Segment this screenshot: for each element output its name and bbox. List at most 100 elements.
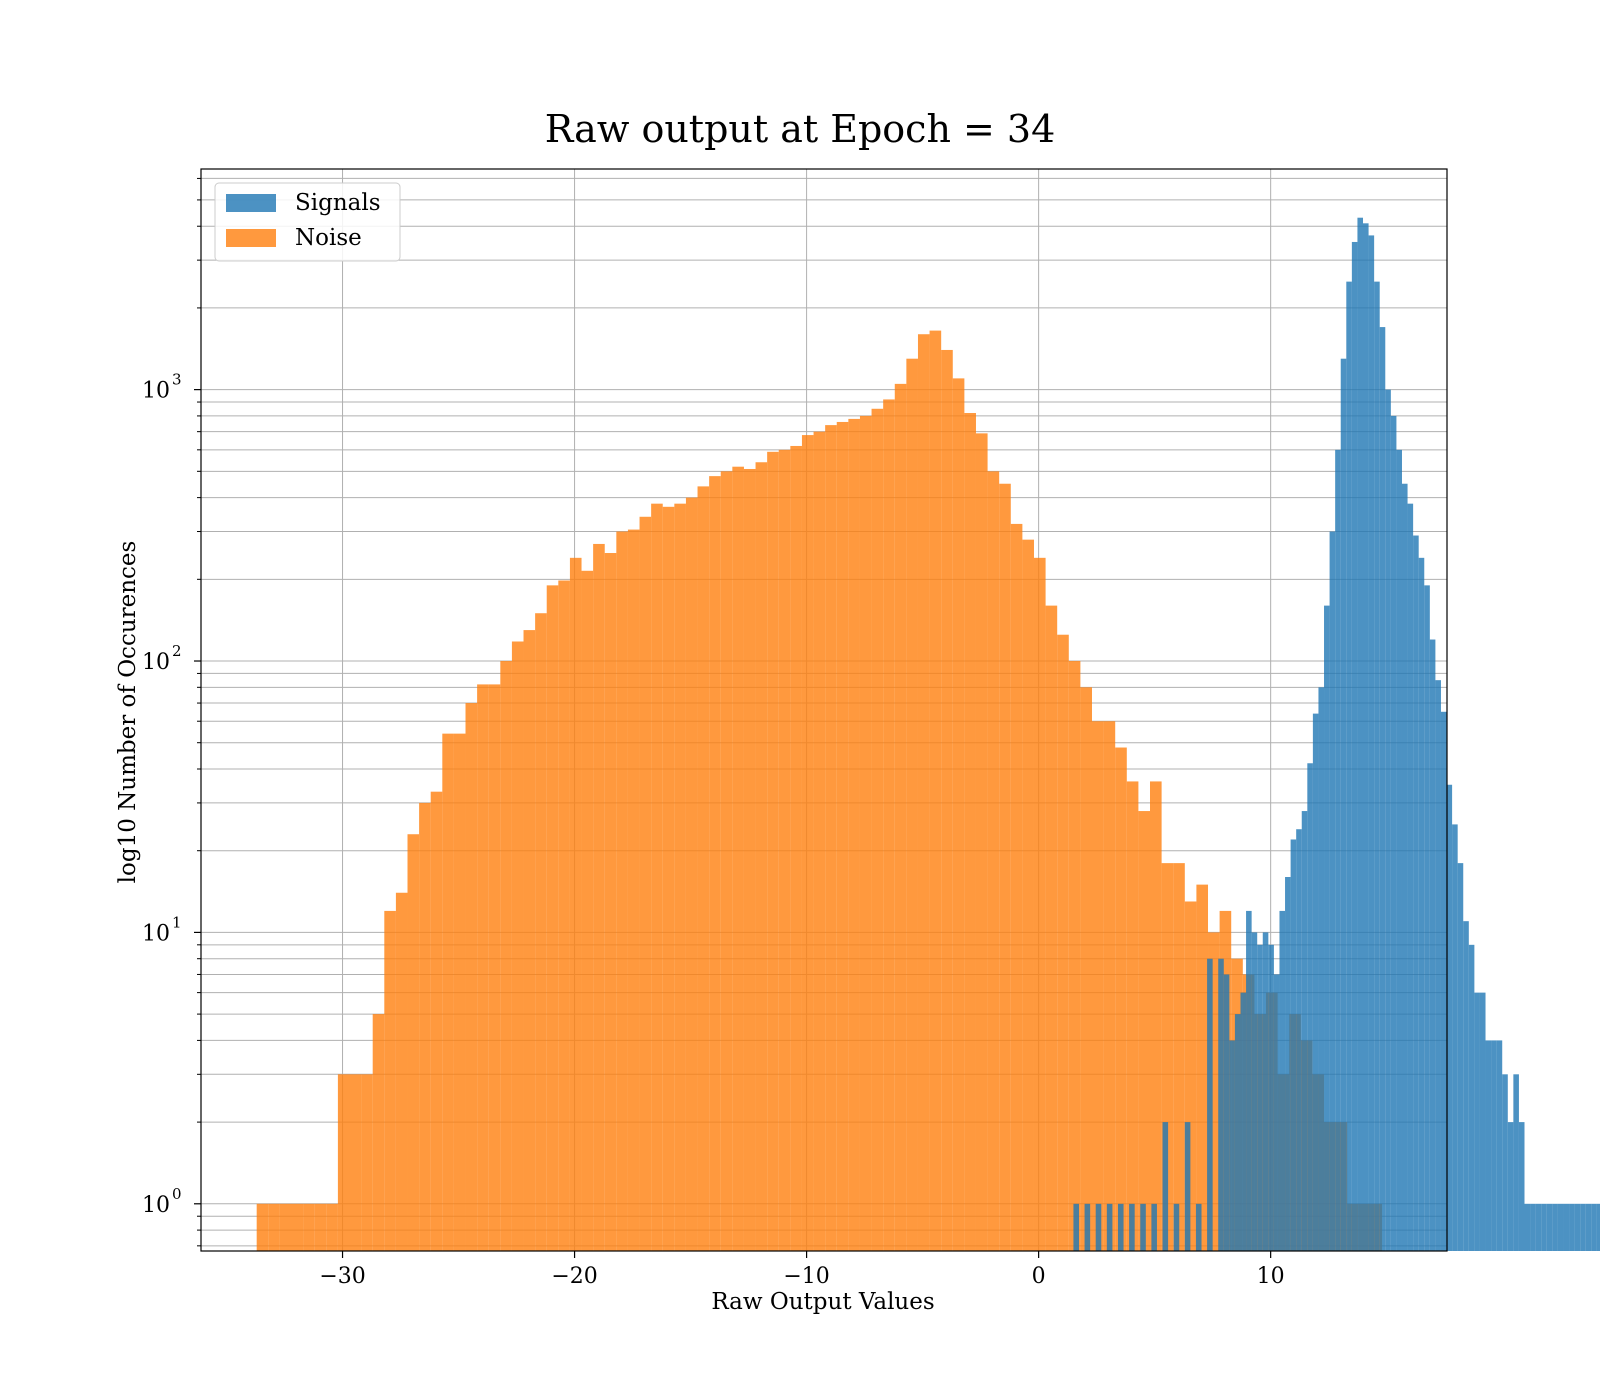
x-tick-label: −10: [783, 1264, 829, 1289]
signals-bar: [1324, 605, 1330, 1251]
signals-bar: [1312, 713, 1319, 1251]
signals-bar: [1457, 863, 1464, 1251]
signals-bar: [1507, 1122, 1514, 1251]
noise-bar: [999, 483, 1011, 1251]
signals-bar: [1340, 358, 1347, 1251]
signals-bar: [1240, 992, 1247, 1251]
noise-bar: [894, 383, 907, 1251]
noise-bar: [1115, 747, 1127, 1251]
signals-bar: [1418, 557, 1425, 1251]
signals-bar: [1446, 784, 1453, 1251]
noise-bar: [790, 445, 802, 1251]
signals-bar: [1569, 1203, 1575, 1251]
y-tick-exponent: 2: [172, 642, 182, 660]
noise-bar: [1138, 811, 1151, 1251]
signals-bar: [1557, 1203, 1564, 1251]
noise-bar: [430, 791, 443, 1251]
signals-bar: [1363, 223, 1369, 1252]
x-axis: −30 −20 −10 0 10: [319, 1251, 1285, 1289]
signals-bar: [1424, 585, 1430, 1251]
signals-bar: [1084, 1203, 1091, 1251]
signals-bar: [1207, 958, 1213, 1251]
noise-bar: [627, 529, 640, 1251]
signals-bar: [1106, 1203, 1113, 1251]
signals-bar: [1396, 449, 1402, 1252]
signals-bar: [1463, 921, 1469, 1251]
noise-bar: [1208, 932, 1220, 1251]
signals-bar: [1541, 1203, 1547, 1251]
noise-bar: [1196, 884, 1209, 1251]
signals-bar: [1073, 1203, 1080, 1251]
signals-bar: [1223, 974, 1230, 1251]
noise-bar: [871, 408, 884, 1252]
noise-bar: [952, 378, 965, 1252]
y-tick-exponent: 3: [172, 371, 182, 389]
signals-bar: [1524, 1203, 1531, 1251]
noise-bar: [477, 684, 489, 1251]
noise-bar: [500, 661, 512, 1251]
x-axis-label: Raw Output Values: [711, 1289, 934, 1315]
legend-label-signals: Signals: [295, 190, 381, 216]
signals-bar: [1251, 932, 1258, 1251]
noise-bar: [929, 330, 942, 1252]
signals-bar: [1218, 958, 1224, 1251]
noise-bar: [488, 684, 501, 1251]
noise-bar: [1091, 721, 1104, 1251]
signals-bar: [1129, 1203, 1135, 1251]
y-axis-label: log10 Number of Occurences: [115, 541, 141, 884]
legend-swatch-noise: [226, 229, 276, 247]
noise-bar: [1057, 634, 1069, 1251]
noise-bar: [987, 471, 1000, 1251]
signals-bar: [1374, 281, 1380, 1251]
signals-bar: [1268, 944, 1274, 1251]
noise-bar: [709, 476, 721, 1251]
noise-bar: [732, 466, 744, 1251]
signals-bar: [1290, 839, 1297, 1251]
signals-bar: [1307, 763, 1313, 1251]
noise-bar: [569, 557, 582, 1251]
signals-bar: [1184, 1122, 1191, 1251]
noise-bar: [361, 1074, 373, 1251]
signals-bar: [1413, 535, 1419, 1251]
signals-series: [1073, 217, 1600, 1252]
y-tick-label: 10: [142, 1193, 170, 1218]
noise-bar: [326, 1203, 338, 1251]
noise-bar: [720, 471, 733, 1251]
noise-bar: [384, 910, 396, 1251]
signals-bar: [1468, 944, 1475, 1251]
noise-bar: [279, 1203, 292, 1251]
noise-bar: [743, 468, 756, 1251]
signals-bar: [1491, 1040, 1497, 1251]
noise-bar: [651, 503, 663, 1252]
noise-bar: [917, 334, 930, 1251]
signals-bar: [1474, 992, 1480, 1251]
noise-bar: [511, 641, 524, 1251]
signals-bar: [1285, 877, 1291, 1251]
noise-bar: [442, 733, 454, 1251]
noise-bar: [1045, 605, 1058, 1251]
signals-bar: [1296, 829, 1302, 1251]
y-tick-label: 10: [142, 379, 170, 404]
noise-bar: [604, 553, 617, 1251]
signals-bar: [1229, 1040, 1235, 1251]
noise-bar: [419, 802, 431, 1251]
chart-title: Raw output at Epoch = 34: [545, 107, 1056, 151]
noise-bar: [337, 1074, 350, 1251]
noise-bar: [1033, 557, 1046, 1251]
noise-bar: [1010, 523, 1023, 1251]
signals-bar: [1301, 811, 1308, 1251]
noise-bar: [1161, 863, 1174, 1251]
signals-bar: [1401, 483, 1408, 1251]
noise-bar: [639, 516, 652, 1251]
signals-bar: [1151, 1203, 1157, 1251]
noise-bar: [674, 503, 686, 1252]
signals-bar: [1479, 992, 1486, 1251]
noise-bar: [813, 431, 826, 1251]
signals-bar: [1407, 503, 1414, 1252]
noise-bar: [1103, 721, 1116, 1251]
noise-bar: [1173, 863, 1185, 1251]
noise-bar: [941, 349, 953, 1252]
signals-bar: [1530, 1203, 1536, 1251]
